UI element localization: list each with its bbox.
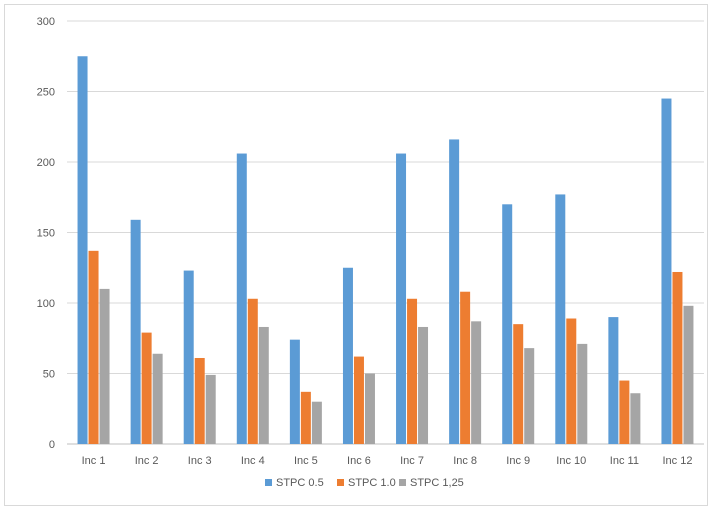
bar-inc-1-series-2: [88, 250, 99, 444]
bar-inc-3-series-1: [183, 270, 194, 444]
y-tick-label: 300: [37, 16, 55, 28]
bar-inc-9-series-2: [513, 324, 524, 444]
bar-inc-4-series-3: [258, 326, 269, 444]
bar-inc-2-series-1: [130, 219, 141, 444]
bar-inc-1-series-3: [99, 288, 110, 444]
legend-label: STPC 0.5: [276, 477, 324, 489]
legend-label: STPC 1,25: [410, 477, 464, 489]
y-tick-label: 0: [49, 439, 55, 451]
bar-inc-9-series-1: [502, 204, 513, 444]
y-axis-tick-labels: 0 50 100 150 200 250 300: [37, 16, 55, 451]
legend-item: STPC 1.0: [337, 477, 396, 489]
gridlines: [67, 20, 704, 445]
legend-item: STPC 0.5: [265, 477, 324, 489]
x-tick-label: Inc 4: [241, 455, 265, 467]
x-tick-label: Inc 9: [506, 455, 530, 467]
legend-swatch: [399, 479, 406, 486]
y-tick-label: 50: [43, 369, 55, 381]
bar-inc-5-series-3: [311, 401, 322, 444]
x-tick-label: Inc 11: [610, 455, 639, 467]
x-tick-label: Inc 7: [400, 455, 424, 467]
x-tick-label: Inc 3: [188, 455, 212, 467]
bar-inc-8-series-3: [471, 321, 482, 444]
y-tick-label: 150: [37, 228, 55, 240]
bar-inc-10-series-3: [577, 343, 588, 444]
x-tick-label: Inc 6: [347, 455, 371, 467]
bar-inc-5-series-2: [300, 391, 311, 444]
bar-inc-11-series-2: [619, 380, 630, 444]
x-tick-label: Inc 10: [556, 455, 586, 467]
bar-inc-10-series-1: [555, 194, 566, 444]
bar-inc-6-series-2: [353, 356, 364, 444]
bar-inc-5-series-1: [289, 339, 300, 444]
bar-inc-6-series-1: [342, 267, 353, 444]
x-tick-label: Inc 2: [135, 455, 159, 467]
y-tick-label: 100: [37, 298, 55, 310]
bar-inc-10-series-2: [566, 318, 577, 444]
bar-inc-12-series-3: [683, 305, 694, 444]
bar-inc-12-series-2: [672, 271, 683, 444]
x-tick-label: Inc 5: [294, 455, 318, 467]
bar-inc-2-series-2: [141, 332, 152, 444]
legend: STPC 0.5 STPC 1.0 STPC 1,25: [265, 477, 464, 489]
bar-inc-12-series-1: [661, 98, 672, 445]
bar-inc-4-series-1: [236, 153, 247, 445]
x-tick-label: Inc 12: [662, 455, 692, 467]
legend-swatch: [265, 479, 272, 486]
bars: [77, 56, 694, 445]
bar-inc-8-series-1: [449, 139, 460, 444]
bar-inc-4-series-2: [247, 298, 258, 444]
bar-inc-3-series-3: [205, 374, 216, 444]
y-tick-label: 200: [37, 157, 55, 169]
bar-inc-6-series-3: [364, 373, 375, 444]
x-tick-label: Inc 8: [453, 455, 477, 467]
bar-inc-7-series-3: [418, 326, 429, 444]
legend-label: STPC 1.0: [348, 477, 396, 489]
bar-inc-9-series-3: [524, 348, 535, 444]
bar-inc-7-series-2: [407, 298, 418, 444]
bar-inc-1-series-1: [77, 56, 88, 444]
bar-inc-8-series-2: [460, 291, 471, 444]
x-axis-tick-labels: Inc 1 Inc 2 Inc 3 Inc 4 Inc 5 Inc 6 Inc 7 Inc 8…: [82, 455, 693, 467]
bar-inc-2-series-3: [152, 353, 163, 444]
legend-swatch: [337, 479, 344, 486]
bar-inc-11-series-1: [608, 317, 619, 444]
x-tick-label: Inc 1: [82, 455, 106, 467]
bar-inc-11-series-3: [630, 393, 641, 444]
y-tick-label: 250: [37, 87, 55, 99]
legend-item: STPC 1,25: [399, 477, 464, 489]
bar-inc-7-series-1: [396, 153, 407, 445]
bar-inc-3-series-2: [194, 357, 205, 444]
